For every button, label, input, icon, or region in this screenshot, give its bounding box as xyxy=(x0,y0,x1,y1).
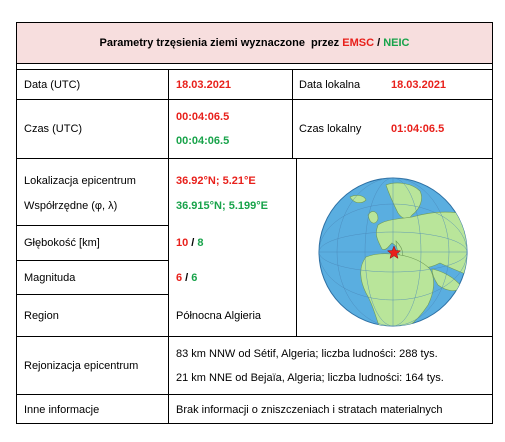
depth-separator: / xyxy=(188,237,198,249)
globe-grid xyxy=(319,178,467,326)
regionalization-line-1: 83 km NNW od Sétif, Algeria; liczba ludn… xyxy=(176,348,438,360)
local-date-value: 18.03.2021 xyxy=(391,78,447,91)
regionalization-line-2: 21 km NNE od Bejaïa, Algeria; liczba lud… xyxy=(176,372,444,384)
date-value: 18.03.2021 xyxy=(176,78,232,91)
epicenter-label: Lokalizacja epicentrum xyxy=(24,175,136,187)
coords-label: Współrzędne (φ, λ) xyxy=(24,200,118,212)
region-value: Północna Algieria xyxy=(176,309,262,322)
regionalization-label: Rejonizacja epicentrum xyxy=(24,359,139,372)
row-divider xyxy=(16,394,493,395)
row-divider xyxy=(16,336,493,337)
local-date-label: Data lokalna xyxy=(299,78,361,91)
local-time-label: Czas lokalny xyxy=(299,123,362,135)
region-label: Region xyxy=(24,309,59,322)
time-neic-value: 00:04:06.5 xyxy=(176,135,230,147)
magnitude-neic-value: 6 xyxy=(191,271,198,284)
row-divider xyxy=(16,260,168,261)
magnitude-label: Magnituda xyxy=(24,271,76,284)
other-info-label: Inne informacje xyxy=(24,403,100,416)
globe-land xyxy=(349,182,467,326)
magnitude-separator: / xyxy=(182,271,192,284)
earthquake-parameters-table: Parametry trzęsienia ziemi wyznaczone pr… xyxy=(16,22,493,424)
depth-label: Głębokość [km] xyxy=(24,237,100,249)
local-time-value: 01:04:06.5 xyxy=(391,123,445,135)
column-divider xyxy=(292,69,293,158)
depth-neic-value: 8 xyxy=(197,237,204,249)
other-info-value: Brak informacji o zniszczeniach i strata… xyxy=(176,403,443,416)
header-title: Parametry trzęsienia ziemi wyznaczone pr… xyxy=(99,37,343,49)
header-separator: / xyxy=(374,37,384,49)
magnitude-emsc-value: 6 xyxy=(176,271,183,284)
epicenter-marker-icon xyxy=(386,245,402,259)
header-neic: NEIC xyxy=(383,37,410,49)
magnitude-value: 6 / 6 xyxy=(176,261,197,294)
row-divider xyxy=(16,99,493,100)
row-divider xyxy=(16,158,493,159)
table-header: Parametry trzęsienia ziemi wyznaczone pr… xyxy=(17,23,492,64)
time-label: Czas (UTC) xyxy=(24,123,83,135)
depth-emsc-value: 10 xyxy=(176,237,189,249)
row-divider xyxy=(16,294,168,295)
time-emsc-value: 00:04:06.5 xyxy=(176,111,230,123)
row-divider xyxy=(16,225,168,226)
column-divider xyxy=(168,69,169,424)
header-emsc: EMSC xyxy=(342,37,375,49)
coords-neic-value: 36.915°N; 5.199°E xyxy=(176,200,268,212)
globe-icon xyxy=(318,177,468,327)
depth-value: 10 / 8 xyxy=(176,226,204,260)
row-divider xyxy=(16,69,493,70)
coords-emsc-value: 36.92°N; 5.21°E xyxy=(176,175,256,187)
column-divider xyxy=(296,158,297,336)
date-label: Data (UTC) xyxy=(24,78,81,91)
